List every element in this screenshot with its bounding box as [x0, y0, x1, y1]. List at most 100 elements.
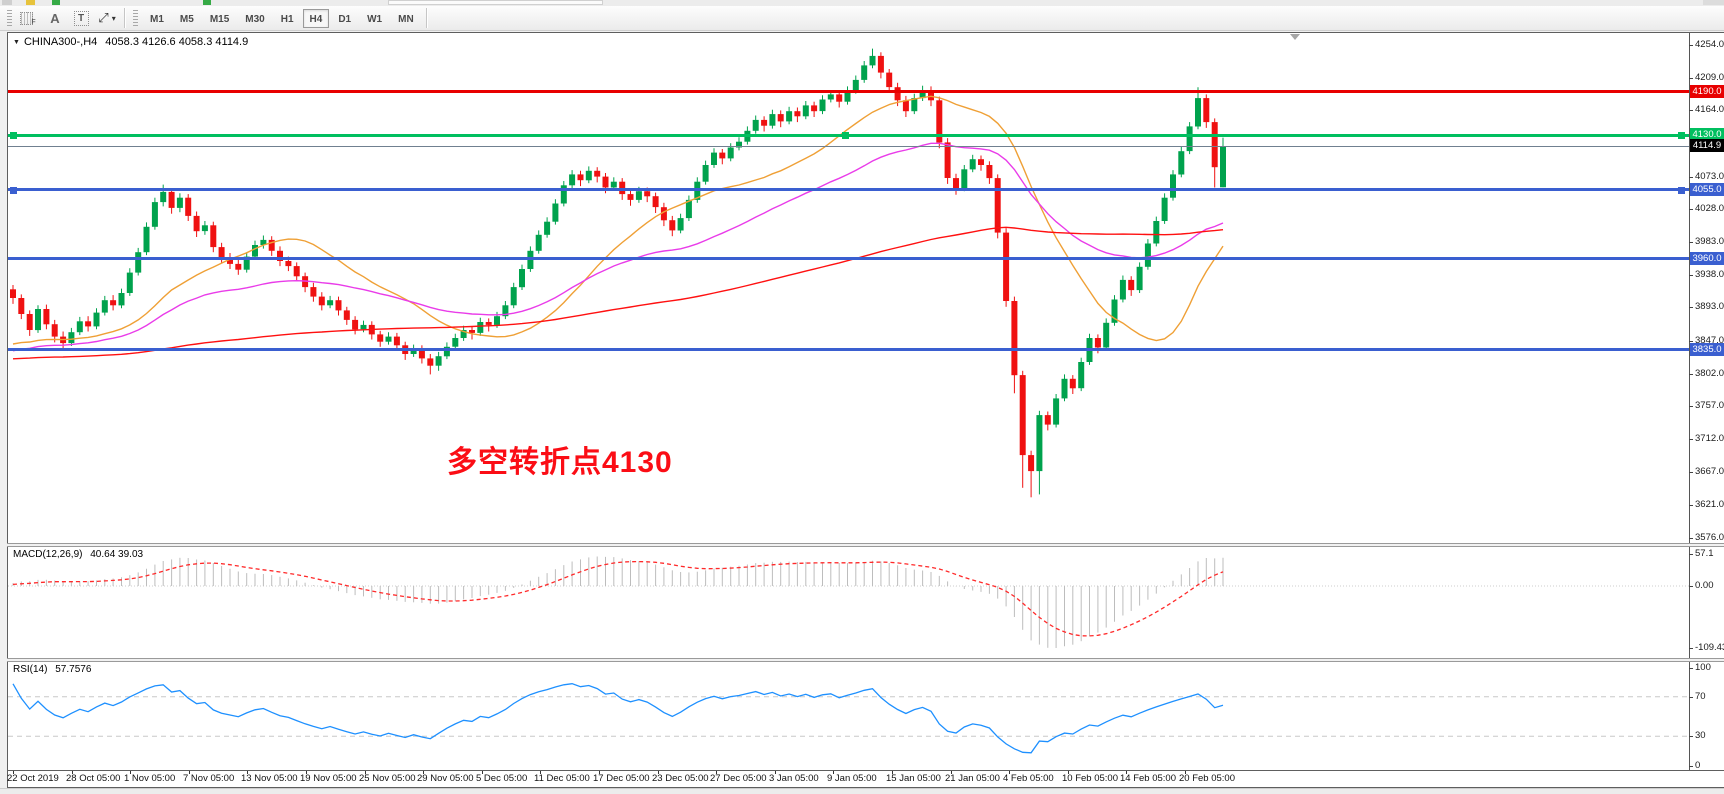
- hline-4055[interactable]: [8, 188, 1689, 191]
- hline-handle-mid[interactable]: [842, 132, 849, 139]
- price-tick-dash: [1689, 439, 1693, 440]
- hline-3835[interactable]: [8, 348, 1689, 351]
- pane-splitter-rsi[interactable]: [7, 658, 1724, 662]
- timeframe-group: M1 M5 M15 M30 H1 H4 D1 W1 MN: [142, 8, 422, 28]
- timeframe-button-m1[interactable]: M1: [150, 13, 164, 25]
- timeframe-button-w1[interactable]: W1: [367, 13, 383, 25]
- grid-icon-letter: F: [31, 18, 36, 26]
- chart-shift-marker-icon: [1290, 34, 1300, 40]
- price-tick-dash: [1689, 505, 1693, 506]
- price-tick-dash: [1689, 78, 1693, 79]
- text-label-button[interactable]: A: [44, 8, 66, 28]
- time-label: 7 Nov 05:00: [183, 773, 235, 784]
- hline-handle-right[interactable]: [1678, 132, 1685, 139]
- time-tick-dash: [540, 771, 541, 774]
- time-label: 23 Dec 05:00: [652, 773, 709, 784]
- top-toolbar-clipped-row: [0, 0, 1724, 6]
- window-icon-fragment: [2, 0, 12, 5]
- time-tick-dash: [833, 771, 834, 774]
- time-label: 13 Nov 05:00: [241, 773, 298, 784]
- price-badge-4114.9: 4114.9: [1690, 139, 1724, 152]
- rsi-tick-label: 0: [1695, 760, 1701, 771]
- time-label: 1 Nov 05:00: [124, 773, 176, 784]
- price-badge-4130.0: 4130.0: [1690, 128, 1724, 141]
- toolbar-separator: [124, 8, 125, 28]
- time-label: 17 Dec 05:00: [593, 773, 650, 784]
- hline-4190[interactable]: [8, 90, 1689, 93]
- price-tick-dash: [1689, 341, 1693, 342]
- time-tick-dash: [306, 771, 307, 774]
- price-tick-label: 3893.0: [1695, 301, 1724, 312]
- macd-tick-label: 57.1: [1695, 548, 1714, 559]
- rsi-panel-header: RSI(14) 57.7576: [13, 664, 91, 675]
- dropdown-caret-icon: ▾: [111, 13, 116, 23]
- hline-3960[interactable]: [8, 257, 1689, 260]
- timeframe-grip[interactable]: [133, 10, 138, 26]
- toolbar-separator-2: [425, 8, 427, 28]
- price-tick-label: 4209.0: [1695, 72, 1724, 83]
- price-tick-dash: [1689, 406, 1693, 407]
- toolbar-grip[interactable]: [7, 10, 12, 26]
- price-tick-label: 4028.0: [1695, 203, 1724, 214]
- rsi-tick-dash: [1689, 766, 1693, 767]
- grid-icon: [20, 11, 34, 25]
- macd-tick-dash: [1689, 554, 1693, 555]
- time-tick-dash: [716, 771, 717, 774]
- price-tick-dash: [1689, 242, 1693, 243]
- time-tick-dash: [365, 771, 366, 774]
- rsi-tick-label: 70: [1695, 691, 1706, 702]
- hline-handle-right[interactable]: [1678, 187, 1685, 194]
- toolbar-fragment-yellow: [26, 0, 35, 5]
- rsi-value: 57.7576: [55, 664, 92, 675]
- macd-label: MACD(12,26,9): [13, 549, 83, 560]
- hline-handle-left[interactable]: [10, 132, 17, 139]
- time-tick-dash: [892, 771, 893, 774]
- time-tick-dash: [1185, 771, 1186, 774]
- timeframe-button-m15[interactable]: M15: [209, 13, 230, 25]
- timeframe-button-d1[interactable]: D1: [338, 13, 352, 25]
- time-tick-dash: [599, 771, 600, 774]
- text-box-icon: T: [73, 10, 89, 26]
- price-badge-3960.0: 3960.0: [1690, 252, 1724, 265]
- time-tick-dash: [775, 771, 776, 774]
- time-tick-dash: [951, 771, 952, 774]
- time-tick-dash: [13, 771, 14, 774]
- price-tick-label: 3576.0: [1695, 532, 1724, 543]
- time-tick-dash: [189, 771, 190, 774]
- timeframe-button-m5[interactable]: M5: [179, 13, 194, 25]
- time-tick-dash: [1126, 771, 1127, 774]
- hline-handle-left[interactable]: [10, 187, 17, 194]
- timeframe-button-mn[interactable]: MN: [398, 13, 414, 25]
- price-tick-label: 3847.0: [1695, 335, 1724, 346]
- time-tick-dash: [658, 771, 659, 774]
- timeframe-button-m30[interactable]: M30: [245, 13, 265, 25]
- timeframe-button-h1[interactable]: H1: [280, 13, 294, 25]
- rsi-tick-dash: [1689, 668, 1693, 669]
- pane-splitter-macd[interactable]: [7, 543, 1724, 547]
- macd-tick-dash: [1689, 648, 1693, 649]
- time-label: 19 Nov 05:00: [300, 773, 357, 784]
- draw-arrows-icon: ⤢: [98, 10, 109, 25]
- hline-4114.9[interactable]: [8, 146, 1689, 147]
- timeframe-button-h4[interactable]: H4: [302, 8, 330, 28]
- snap-grid-button[interactable]: F: [18, 8, 40, 28]
- rsi-tick-dash: [1689, 697, 1693, 698]
- toolbar-fragment-green-2: [203, 0, 211, 5]
- time-label: 22 Oct 2019: [7, 773, 59, 784]
- price-tick-dash: [1689, 45, 1693, 46]
- text-box-button[interactable]: T: [70, 8, 92, 28]
- macd-tick-dash: [1689, 586, 1693, 587]
- price-tick-label: 3667.0: [1695, 466, 1724, 477]
- chart-text-annotation[interactable]: 多空转折点4130: [447, 446, 673, 479]
- rsi-tick-label: 30: [1695, 730, 1706, 741]
- price-tick-label: 3757.0: [1695, 400, 1724, 411]
- toolbar-fragment-field: [388, 0, 603, 5]
- price-badge-3835.0: 3835.0: [1690, 343, 1724, 356]
- time-tick-dash: [1009, 771, 1010, 774]
- time-label: 25 Nov 05:00: [359, 773, 416, 784]
- price-badge-4190.0: 4190.0: [1690, 85, 1724, 98]
- draw-objects-button[interactable]: ⤢ ▾: [96, 8, 118, 28]
- time-label: 14 Feb 05:00: [1120, 773, 1176, 784]
- rsi-label: RSI(14): [13, 664, 48, 675]
